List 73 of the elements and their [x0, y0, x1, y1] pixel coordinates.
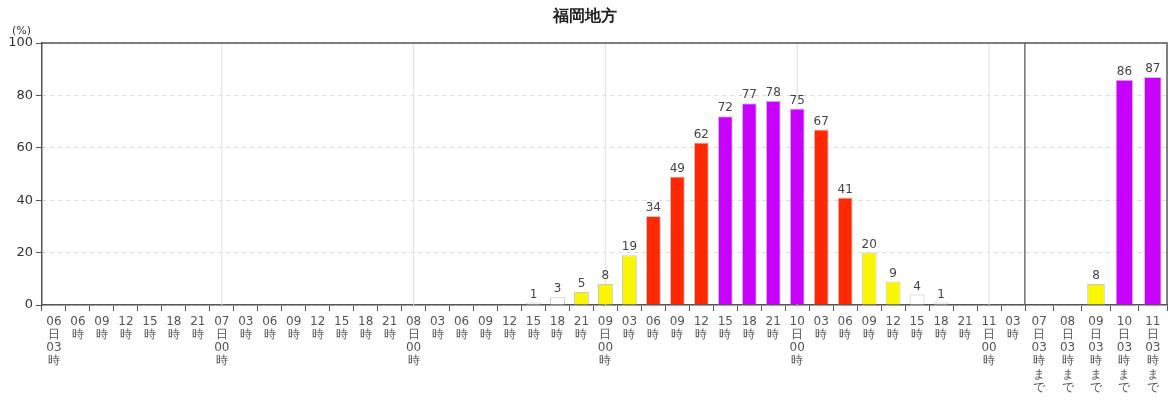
data-label: 1: [937, 286, 945, 301]
x-tick-label: 06日03時: [46, 313, 62, 368]
data-label: 67: [813, 113, 829, 128]
data-label: 41: [837, 181, 853, 196]
x-tick-label: 09時: [669, 313, 685, 341]
x-tick-label: 08日00時: [405, 313, 422, 368]
x-tick-label: 09時: [477, 313, 494, 341]
x-tick-label: 03時: [1005, 313, 1021, 341]
x-tick-label: 03時: [813, 313, 829, 341]
data-label: 49: [669, 160, 685, 175]
x-tick-label: 15時: [334, 313, 350, 341]
x-tick-label: 15時: [909, 313, 925, 341]
x-tick-label: 07日03時まで: [1031, 313, 1047, 394]
x-tick-label: 06時: [70, 313, 86, 341]
x-tick-label: 09時: [861, 313, 877, 341]
x-tick-label: 15時: [142, 313, 158, 341]
data-label: 87: [1145, 61, 1161, 76]
data-label: 3: [553, 281, 562, 296]
x-tick-label: 18時: [741, 313, 757, 341]
x-tick-label: 15時: [525, 313, 542, 341]
x-tick-label: 09時: [94, 313, 110, 341]
data-label: 1: [529, 286, 538, 301]
x-tick-label: 06時: [837, 313, 853, 341]
x-tick-label: 06時: [453, 313, 470, 341]
x-tick-label: 11日00時: [981, 313, 997, 368]
x-tick-label: 10日03時まで: [1116, 313, 1133, 394]
x-tick-label: 03時: [429, 313, 446, 341]
x-tick-label: 09日00時: [597, 313, 614, 368]
x-tick-label: 11日03時まで: [1145, 313, 1161, 394]
data-label: 34: [645, 200, 662, 215]
x-tick-label: 06時: [645, 313, 662, 341]
x-tick-label: 21時: [190, 313, 206, 341]
data-label: 8: [1092, 268, 1100, 283]
y-tick-label: 40: [16, 191, 33, 207]
x-tick-label: 21時: [573, 313, 590, 341]
x-tick-label: 18時: [549, 313, 566, 341]
data-label: 8: [601, 268, 610, 283]
x-tick-label: 03時: [238, 313, 254, 341]
x-tick-label: 21時: [957, 313, 973, 341]
x-tick-label: 18時: [358, 313, 374, 341]
x-tick-label: 10日00時: [789, 313, 805, 368]
chart-title: 福岡地方: [553, 6, 617, 25]
x-tick-label: 21時: [765, 313, 781, 341]
x-tick-label: 18時: [166, 313, 182, 341]
x-tick-label: 12時: [885, 313, 901, 341]
data-label: 78: [765, 84, 781, 99]
x-tick-label: 09日03時まで: [1088, 313, 1104, 394]
x-tick-label: 06時: [262, 313, 278, 341]
y-tick-label: 0: [24, 296, 33, 312]
x-tick-label: 09時: [286, 313, 302, 341]
data-label: 75: [789, 92, 805, 107]
data-label: 77: [741, 87, 757, 102]
data-label: 4: [913, 278, 921, 293]
data-label: 19: [621, 239, 638, 254]
data-label: 9: [889, 265, 897, 280]
x-tick-label: 15時: [717, 313, 733, 341]
data-label: 5: [577, 276, 586, 291]
x-tick-label: 12時: [693, 313, 709, 341]
x-tick-label: 12時: [118, 313, 134, 341]
x-tick-label: 03時: [621, 313, 638, 341]
data-label: 20: [861, 236, 877, 251]
x-tick-label: 21時: [382, 313, 398, 341]
x-tick-label: 08日03時まで: [1059, 313, 1076, 394]
x-tick-label: 12時: [501, 313, 518, 341]
x-tick-label: 07日00時: [214, 313, 230, 368]
x-tick-label: 12時: [310, 313, 326, 341]
y-tick-label: 60: [16, 139, 33, 155]
x-tick-label: 18時: [933, 313, 949, 341]
data-label: 62: [693, 126, 709, 141]
y-tick-label: 20: [16, 243, 33, 259]
y-tick-label: 80: [16, 86, 33, 102]
data-label: 72: [717, 100, 733, 115]
data-label: 86: [1116, 63, 1133, 78]
